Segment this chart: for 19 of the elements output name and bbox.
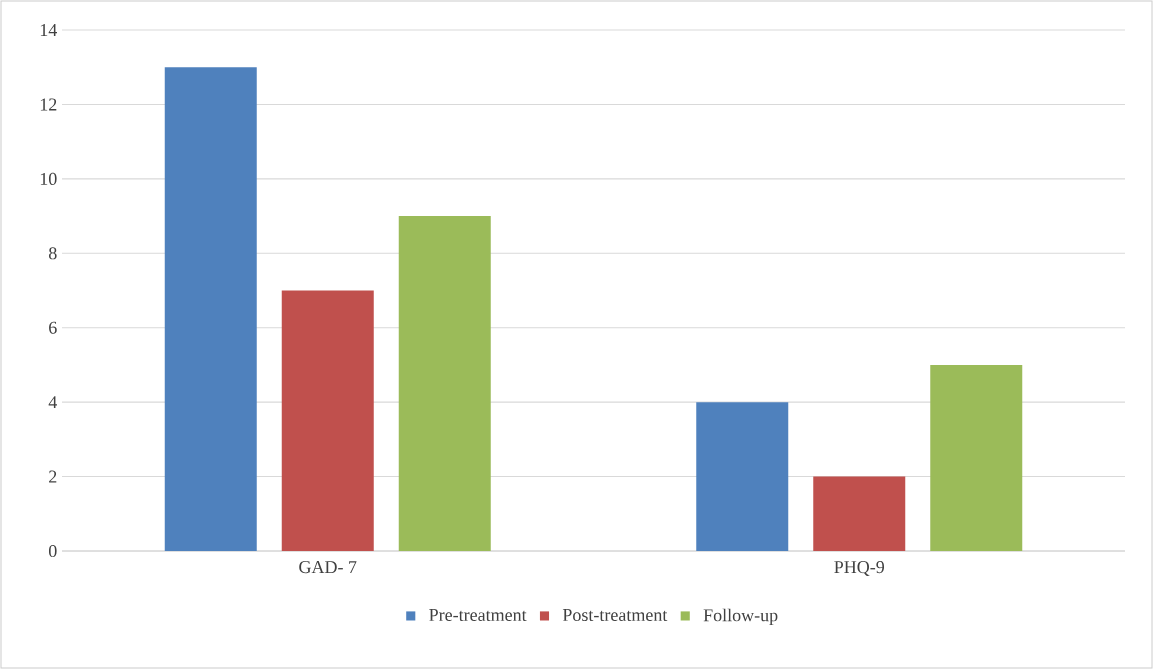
- x-tick-label: GAD- 7: [299, 561, 357, 574]
- y-tick-label: 0: [48, 544, 57, 558]
- legend-label: Follow-up: [703, 608, 778, 626]
- y-tick-label: 6: [49, 321, 57, 334]
- legend-label: Post-treatment: [562, 609, 668, 622]
- legend-label: Pre-treatment: [429, 609, 527, 622]
- y-tick-label: 2: [49, 470, 57, 483]
- bar: [813, 476, 906, 551]
- y-tick-label: 10: [40, 172, 57, 185]
- y-tick-label: 4: [48, 396, 58, 409]
- y-tick-label: 8: [48, 247, 57, 260]
- bar: [930, 364, 1023, 551]
- x-tick-label: PHQ-9: [834, 561, 885, 576]
- y-tick-label: 12: [40, 98, 57, 111]
- bar: [164, 67, 257, 551]
- bar: [398, 216, 491, 551]
- bar: [281, 290, 374, 551]
- bar: [696, 402, 789, 551]
- y-tick-label: 14: [40, 24, 58, 36]
